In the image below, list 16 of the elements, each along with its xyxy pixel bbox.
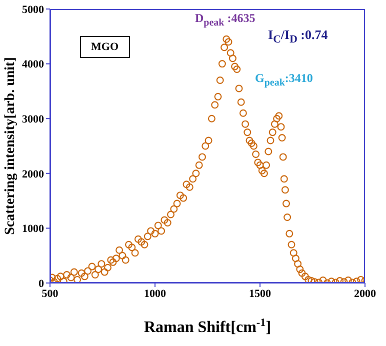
annotation: D$_{peak}$ :4635 (195, 11, 256, 28)
y-tick-label: 0 (38, 278, 44, 290)
y-axis-title: Scattering intensity[arb. unit] (3, 57, 18, 235)
x-tick-label: 500 (42, 288, 59, 300)
x-tick-label: 1500 (249, 288, 272, 300)
x-tick-label: 2000 (354, 288, 376, 300)
x-axis-title: Raman Shift[cm$^{-1}$] (144, 317, 272, 336)
y-tick-label: 4000 (22, 58, 44, 71)
y-tick-label: 2000 (22, 168, 44, 180)
annotation: MGO (80, 36, 130, 58)
y-tick-label: 3000 (22, 114, 44, 126)
y-tick-label: 5000 (22, 4, 44, 16)
annotation: I$_{C}$/I$_{D}$ :0.74 (268, 27, 328, 46)
y-tick-label: 1000 (22, 223, 44, 236)
annotation: G$_{peak}$:3410 (255, 71, 313, 88)
x-tick-label: 1000 (144, 288, 166, 300)
